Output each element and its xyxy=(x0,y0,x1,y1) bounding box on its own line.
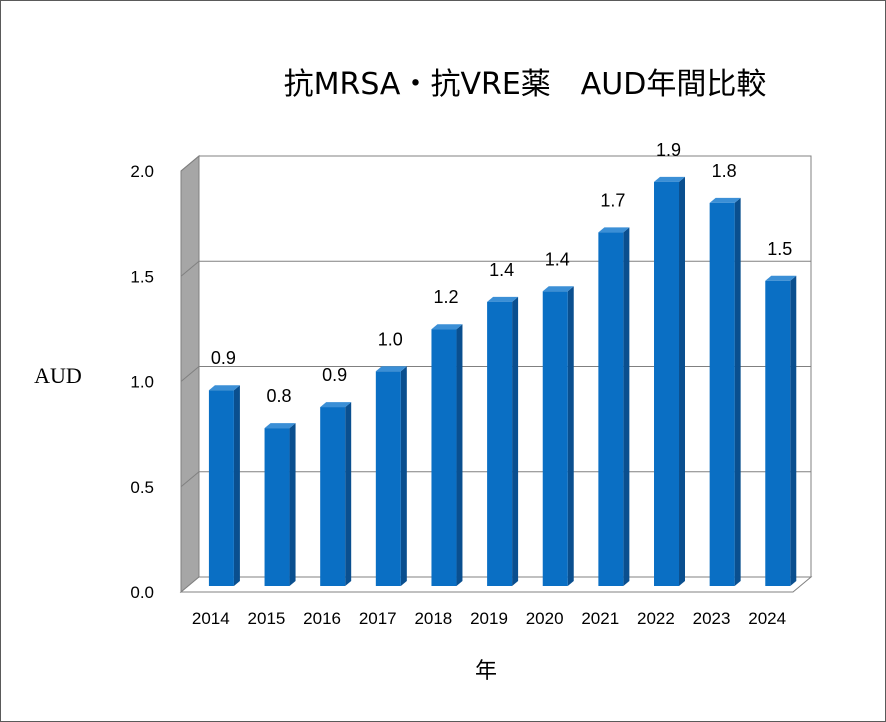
data-label: 1.4 xyxy=(545,249,570,269)
bar-top xyxy=(487,296,519,302)
x-tick-label: 2017 xyxy=(359,609,397,628)
bar-top xyxy=(264,423,296,429)
bar-2015 xyxy=(264,423,296,586)
x-tick-label: 2014 xyxy=(192,609,230,628)
bar-side xyxy=(567,286,574,586)
x-tick-label: 2019 xyxy=(470,609,508,628)
bar-top xyxy=(431,324,463,330)
bar-2016 xyxy=(320,402,352,586)
bars xyxy=(208,176,797,587)
bar-2021 xyxy=(598,227,630,587)
bar-2023 xyxy=(709,197,741,586)
data-label: 1.5 xyxy=(767,239,792,259)
x-tick-label: 2018 xyxy=(414,609,452,628)
y-tick-label: 1.0 xyxy=(130,373,154,392)
data-label: 1.0 xyxy=(378,329,403,349)
x-tick-label: 2024 xyxy=(748,609,786,628)
data-label: 0.9 xyxy=(322,365,347,385)
bar-side xyxy=(289,423,296,586)
bar-front xyxy=(431,329,457,586)
bar-2024 xyxy=(765,275,797,586)
bar-side xyxy=(512,296,519,586)
bar-side xyxy=(790,275,797,586)
data-labels: 0.9 0.8 0.9 1.0 1.2 1.4 1.4 1.7 1.9 1.8 1.5 xyxy=(211,140,792,406)
data-label: 1.8 xyxy=(712,161,737,181)
gridline-diagonal xyxy=(180,471,200,488)
y-axis-label: AUD xyxy=(34,363,82,388)
bar-side xyxy=(734,197,741,586)
x-tick-label: 2020 xyxy=(526,609,564,628)
bar-front xyxy=(487,301,513,586)
data-label: 0.9 xyxy=(211,348,236,368)
x-tick-label: 2023 xyxy=(693,609,731,628)
bar-front xyxy=(709,202,735,586)
bar-front xyxy=(765,280,791,586)
bar-top xyxy=(598,227,630,233)
x-axis-ticks: 2014 2015 2016 2017 2018 2019 2020 2021 2022 2023… xyxy=(192,609,786,628)
bar-top xyxy=(542,286,574,292)
y-axis-ticks: 0.0 0.5 1.0 1.5 2.0 xyxy=(130,162,154,602)
bar-top xyxy=(709,197,741,203)
bar-top xyxy=(375,366,407,372)
bar-side xyxy=(233,385,240,586)
data-label: 1.7 xyxy=(600,190,625,210)
bar-side xyxy=(345,402,352,586)
data-label: 1.9 xyxy=(656,140,681,160)
bar-2019 xyxy=(487,296,519,586)
bar-2022 xyxy=(654,176,686,586)
gridline-diagonal xyxy=(180,260,200,277)
bar-front xyxy=(375,371,401,586)
x-tick-label: 2016 xyxy=(303,609,341,628)
y-tick-label: 0.0 xyxy=(130,583,154,602)
gridline-diagonal xyxy=(180,366,200,382)
bar-2017 xyxy=(375,366,407,586)
bar-front xyxy=(264,428,290,586)
bar-front xyxy=(654,181,680,586)
gridline-diagonal xyxy=(180,155,200,172)
bar-2020 xyxy=(542,286,574,586)
chart-title: 抗MRSA・抗VRE薬 AUD年間比較 xyxy=(284,67,767,102)
bar-side xyxy=(456,324,463,586)
bar-front xyxy=(598,232,624,587)
data-label: 1.2 xyxy=(433,287,458,307)
y-tick-label: 0.5 xyxy=(130,478,154,497)
y-tick-label: 2.0 xyxy=(130,162,154,181)
x-axis-label: 年 xyxy=(475,658,497,683)
bar-front xyxy=(320,407,346,586)
bar-front xyxy=(542,291,568,586)
x-tick-label: 2022 xyxy=(637,609,675,628)
y-tick-label: 1.5 xyxy=(130,267,154,286)
bar-2014 xyxy=(208,385,240,586)
bar-2018 xyxy=(431,324,463,586)
x-tick-label: 2015 xyxy=(248,609,286,628)
bar-side xyxy=(400,366,407,586)
data-label: 0.8 xyxy=(267,386,292,406)
bar-side xyxy=(679,176,686,586)
bar-top xyxy=(320,402,352,408)
bar-top xyxy=(208,385,240,391)
bar-top xyxy=(654,176,686,182)
data-label: 1.4 xyxy=(489,260,514,280)
bar-top xyxy=(765,275,797,281)
bar-side xyxy=(623,227,630,587)
bar-front xyxy=(208,390,234,586)
x-tick-label: 2021 xyxy=(581,609,619,628)
